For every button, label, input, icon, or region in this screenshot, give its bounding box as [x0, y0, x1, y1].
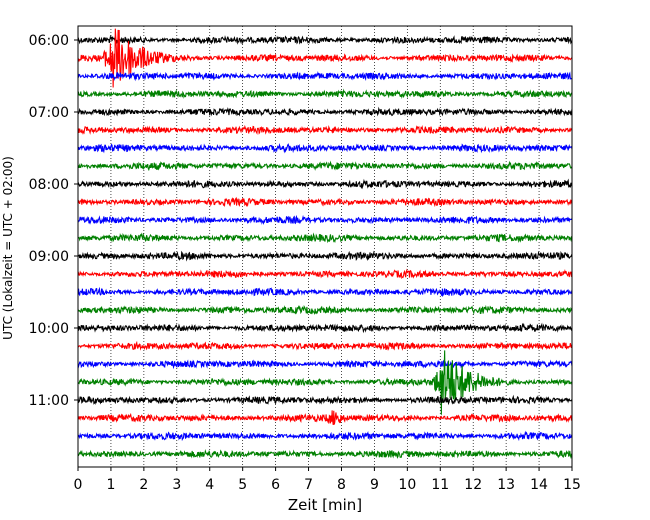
trace-14 — [77, 268, 573, 280]
y-axis-label: UTC (Lokalzeit = UTC + 02:00) — [1, 156, 15, 340]
trace-13 — [77, 250, 573, 262]
trace-9 — [77, 178, 573, 190]
trace-15 — [77, 286, 573, 298]
x-axis-ticks: 0 1 2 3 4 5 6 7 8 9 10 11 12 13 14 15 — [74, 467, 581, 493]
x-tick-label: 6 — [271, 477, 280, 493]
trace-1 — [77, 34, 573, 45]
x-tick-label: 13 — [497, 477, 515, 493]
x-tick-label: 0 — [74, 477, 83, 493]
trace-19 — [77, 359, 573, 370]
x-tick-label: 4 — [205, 477, 214, 493]
x-tick-label: 3 — [172, 477, 181, 493]
y-axis-ticks: 06:00 07:00 08:00 09:00 10:00 11:00 — [29, 33, 78, 409]
trace-23 — [77, 430, 573, 442]
trace-21 — [77, 394, 573, 406]
x-tick-label: 12 — [464, 477, 482, 493]
x-tick-label: 11 — [431, 477, 449, 493]
y-tick-label: 06:00 — [29, 33, 69, 49]
trace-8 — [77, 160, 573, 172]
plot-frame — [77, 25, 573, 468]
x-tick-label: 2 — [139, 477, 148, 493]
trace-18 — [77, 340, 573, 351]
trace-22 — [77, 410, 573, 426]
trace-11 — [77, 214, 573, 226]
trace-12 — [77, 232, 573, 244]
seismic-traces — [77, 28, 573, 460]
trace-17 — [77, 322, 573, 334]
y-tick-label: 09:00 — [29, 249, 69, 265]
y-tick-label: 08:00 — [29, 177, 69, 193]
trace-7 — [77, 143, 573, 154]
x-tick-label: 15 — [563, 477, 581, 493]
trace-16 — [77, 304, 573, 315]
trace-24 — [77, 449, 573, 460]
y-tick-label: 07:00 — [29, 105, 69, 121]
x-tick-label: 1 — [106, 477, 115, 493]
x-tick-label: 9 — [370, 477, 379, 493]
trace-2 — [77, 28, 573, 88]
x-tick-label: 8 — [337, 477, 346, 493]
x-tick-label: 14 — [530, 477, 548, 493]
x-axis-label: Zeit [min] — [288, 496, 362, 514]
trace-4 — [77, 88, 573, 99]
trace-6 — [77, 124, 573, 135]
x-tick-label: 5 — [238, 477, 247, 493]
x-tick-label: 7 — [304, 477, 313, 493]
y-tick-label: 10:00 — [29, 321, 69, 337]
trace-3 — [77, 70, 573, 82]
trace-5 — [77, 106, 573, 117]
trace-10 — [77, 196, 573, 208]
x-tick-label: 10 — [398, 477, 416, 493]
trace-20 — [77, 350, 573, 415]
y-tick-label: 11:00 — [29, 393, 69, 409]
